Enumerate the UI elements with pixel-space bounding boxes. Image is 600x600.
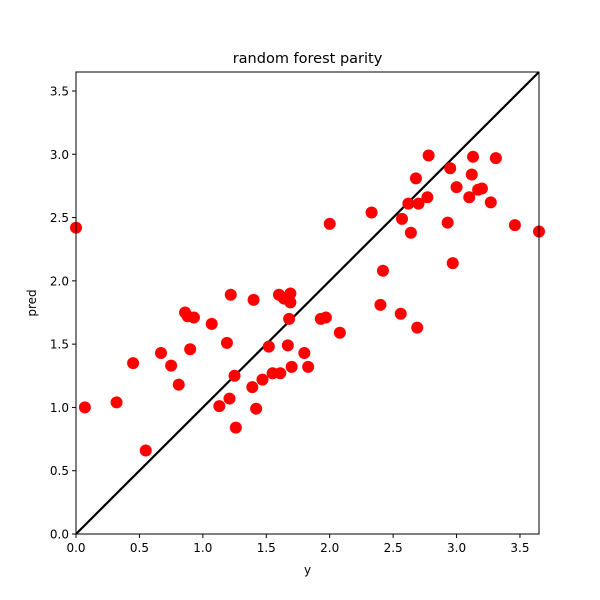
- data-point: [422, 149, 435, 162]
- x-tick-label: 0.0: [66, 541, 85, 555]
- data-point: [228, 369, 241, 382]
- data-point: [110, 396, 123, 409]
- data-point: [394, 307, 407, 320]
- data-point: [262, 340, 275, 353]
- data-point: [404, 226, 417, 239]
- y-tick-label: 0.0: [50, 528, 69, 542]
- data-point: [283, 312, 296, 325]
- data-point: [172, 378, 185, 391]
- data-point: [247, 293, 260, 306]
- data-point: [508, 219, 521, 232]
- data-point: [256, 373, 269, 386]
- y-tick-label: 1.0: [50, 401, 69, 415]
- plot-frame: [75, 71, 540, 535]
- y-axis-label: pred: [25, 289, 39, 316]
- x-tick-label: 3.5: [510, 541, 529, 555]
- data-point: [467, 150, 480, 163]
- x-axis: 0.0 0.5 1.0 1.5 2.0 2.5 3.0 3.5: [66, 534, 530, 555]
- data-point: [421, 191, 434, 204]
- data-point: [284, 287, 297, 300]
- data-point: [411, 321, 424, 334]
- x-tick-label: 0.5: [130, 541, 149, 555]
- data-point: [187, 311, 200, 324]
- data-point: [78, 401, 91, 414]
- data-point: [323, 217, 336, 230]
- data-point: [446, 257, 459, 270]
- data-point: [365, 206, 378, 219]
- data-point: [165, 359, 178, 372]
- data-point: [224, 288, 237, 301]
- data-point: [412, 197, 425, 210]
- y-tick-label: 2.0: [50, 274, 69, 288]
- data-point: [409, 172, 422, 185]
- reference-line-layer: [76, 72, 539, 534]
- data-point: [274, 367, 287, 380]
- x-tick-label: 1.0: [193, 541, 212, 555]
- data-point: [302, 360, 315, 373]
- data-point: [281, 339, 294, 352]
- data-point: [246, 381, 259, 394]
- data-point: [205, 317, 218, 330]
- y-tick-label: 2.5: [50, 211, 69, 225]
- chart-title: random forest parity: [233, 51, 383, 67]
- data-point: [489, 152, 502, 165]
- data-point: [441, 216, 454, 229]
- data-point: [376, 264, 389, 277]
- x-tick-label: 2.5: [384, 541, 403, 555]
- data-point: [402, 197, 415, 210]
- y-axis: 0.0 0.5 1.0 1.5 2.0 2.5 3.0 3.5: [50, 84, 76, 542]
- data-point: [465, 168, 478, 181]
- data-point: [444, 162, 457, 175]
- data-point: [223, 392, 236, 405]
- data-point: [127, 357, 140, 370]
- data-point: [463, 191, 476, 204]
- data-point: [285, 360, 298, 373]
- data-point: [139, 444, 152, 457]
- x-tick-label: 2.0: [320, 541, 339, 555]
- data-point: [333, 326, 346, 339]
- data-point: [229, 421, 242, 434]
- data-point: [450, 181, 463, 194]
- data-point: [396, 212, 409, 225]
- data-point: [484, 196, 497, 209]
- data-point: [220, 336, 233, 349]
- data-point: [284, 296, 297, 309]
- scatter-points-layer: [70, 149, 545, 457]
- y-tick-label: 1.5: [50, 338, 69, 352]
- y-tick-label: 3.5: [50, 84, 69, 98]
- data-point: [374, 298, 387, 311]
- data-point: [319, 311, 332, 324]
- data-point: [154, 346, 167, 359]
- x-tick-label: 3.0: [447, 541, 466, 555]
- y-tick-label: 0.5: [50, 464, 69, 478]
- x-axis-label: y: [304, 563, 311, 577]
- data-point: [184, 343, 197, 356]
- data-point: [250, 402, 263, 415]
- data-point: [213, 400, 226, 413]
- x-tick-label: 1.5: [257, 541, 276, 555]
- parity-line: [76, 72, 539, 534]
- data-point: [298, 346, 311, 359]
- y-tick-label: 3.0: [50, 148, 69, 162]
- data-point: [475, 182, 488, 195]
